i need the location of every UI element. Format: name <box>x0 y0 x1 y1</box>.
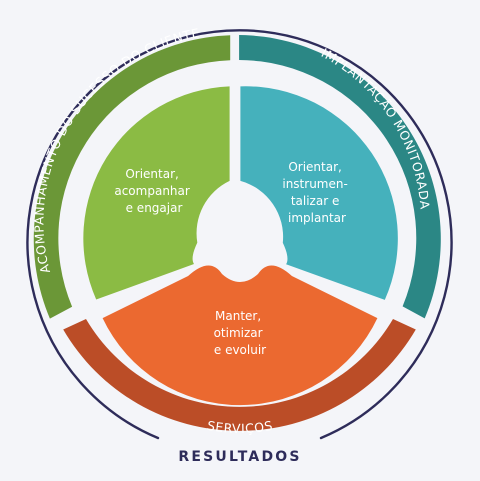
inner-segment-teal <box>240 86 398 300</box>
core-teal-line-2: instrumen- <box>282 177 347 191</box>
core-text-orange: Manter, otimizar e evoluir <box>214 309 267 357</box>
core-green-line-3: e engajar <box>126 201 183 215</box>
core-teal-line-4: implantar <box>288 211 346 225</box>
core-orange-line-1: Manter, <box>215 309 261 323</box>
core-teal-line-3: talizar e <box>291 194 340 208</box>
core-teal-line-1: Orientar, <box>288 160 342 174</box>
core-orange-line-3: e evoluir <box>214 343 266 357</box>
core-text-teal: Orientar, instrumen- talizar e implantar <box>282 160 351 225</box>
core-green-line-1: Orientar, <box>125 167 179 181</box>
inner-segment-orange <box>102 265 378 406</box>
core-green-line-2: acompanhar <box>114 184 190 198</box>
outer-segment-orange <box>63 319 416 431</box>
core-text-green: Orientar, acompanhar e engajar <box>114 167 193 215</box>
inner-segment-green <box>83 86 230 300</box>
label-results: RESULTADOS <box>178 449 301 465</box>
label-services: SERVIÇOS <box>206 418 274 436</box>
outer-outline-ring <box>26 29 453 440</box>
outer-segment-teal <box>239 35 441 319</box>
outer-segment-green <box>33 35 231 319</box>
core-orange-line-2: otimizar <box>214 326 263 340</box>
